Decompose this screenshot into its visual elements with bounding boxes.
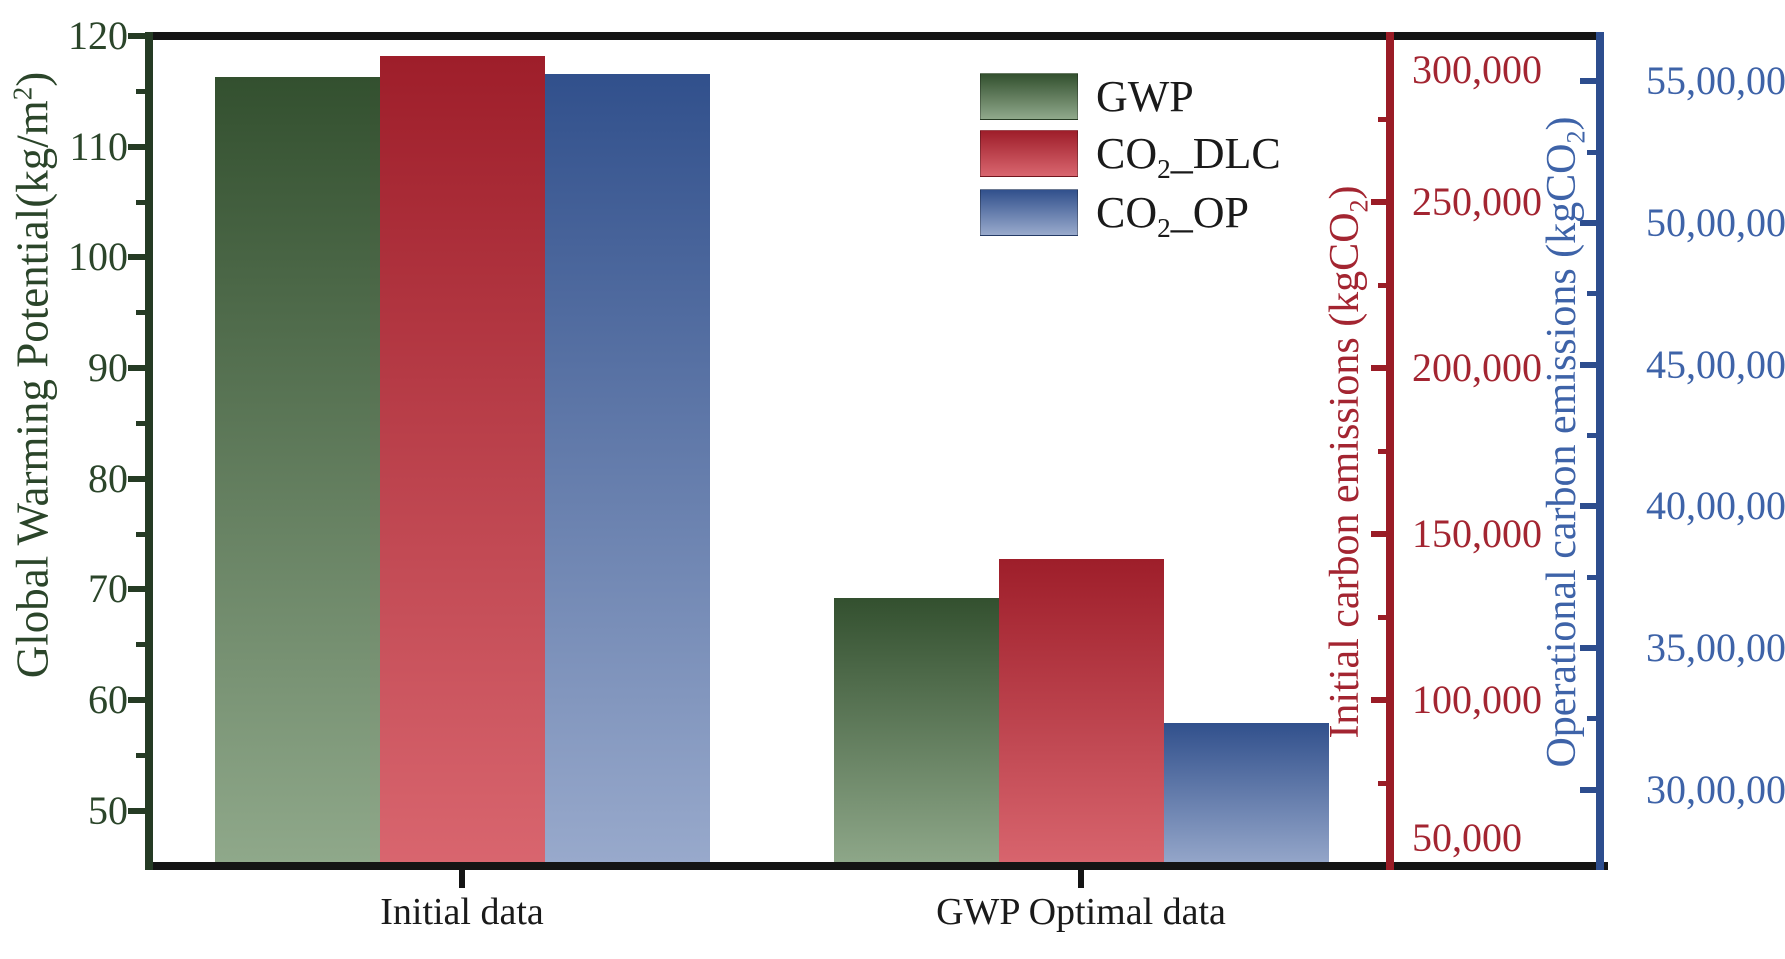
operational-major-tick [1580, 219, 1596, 226]
gwp-major-tick [128, 143, 145, 150]
initial-tick-label: 100,000 [1412, 677, 1542, 722]
gwp-major-tick [128, 475, 145, 482]
operational-tick-label: 40,00,000 [1646, 483, 1785, 529]
legend-label-co2_op: CO2_OP [1096, 187, 1250, 243]
gwp-minor-tick [136, 310, 145, 316]
initial-tick-label: 250,000 [1412, 179, 1542, 224]
initial-major-tick [1371, 199, 1386, 205]
category-label: GWP Optimal data [936, 891, 1226, 933]
gwp-tick-label: 80 [88, 455, 128, 501]
bar-co2_dlc-optimal [998, 558, 1164, 870]
bar-gwp-initial [214, 76, 380, 870]
gwp-tick-label: 70 [88, 566, 128, 612]
gwp-major-tick [128, 586, 145, 593]
operational-tick-label: 30,00,000 [1646, 766, 1785, 812]
operational-major-tick [1580, 361, 1596, 368]
legend-swatch-gwp [980, 73, 1078, 120]
legend-item-gwp: GWP [980, 73, 1194, 120]
initial-minor-tick [1378, 780, 1386, 786]
operational-minor-tick [1587, 291, 1596, 297]
operational-tick-label: 55,00,000 [1646, 58, 1785, 104]
initial-axis-spine [1386, 32, 1394, 870]
gwp-tick-label: 50 [88, 787, 128, 833]
gwp-major-tick [128, 254, 145, 261]
operational-major-tick [1580, 644, 1596, 651]
legend-label-co2_dlc: CO2_DLC [1096, 128, 1281, 184]
gwp-tick-label: 100 [68, 234, 128, 280]
initial-minor-tick [1378, 448, 1386, 454]
bar-co2_dlc-initial [379, 55, 545, 870]
gwp-minor-tick [136, 531, 145, 537]
gwp-tick-label: 60 [88, 677, 128, 722]
gwp-minor-tick [136, 642, 145, 648]
operational-minor-tick [1587, 716, 1596, 722]
legend-item-co2_op: CO2_OP [980, 187, 1250, 243]
operational-major-tick [1580, 786, 1596, 793]
operational-axis-title: Operational carbon emissions (kgCO2) [1539, 116, 1591, 768]
top-spine [145, 32, 1604, 40]
legend-swatch-co2_op [980, 189, 1078, 236]
bar-co2_op-optimal [1163, 722, 1329, 870]
initial-major-tick [1371, 697, 1386, 703]
bar-co2_op-initial [544, 74, 710, 870]
operational-major-tick [1580, 78, 1596, 85]
legend-label-gwp: GWP [1096, 71, 1194, 121]
gwp-major-tick [128, 33, 145, 39]
operational-tick-label: 50,00,000 [1646, 199, 1785, 245]
initial-minor-tick [1378, 282, 1386, 288]
x-axis-tick [1078, 866, 1084, 888]
gwp-major-tick [128, 697, 145, 703]
initial-tick-label: 200,000 [1412, 345, 1542, 390]
bottom-spine [145, 862, 1608, 870]
operational-tick-label: 45,00,000 [1646, 341, 1785, 387]
initial-tick-label: 50,000 [1412, 815, 1522, 860]
operational-tick-label: 35,00,000 [1646, 624, 1785, 670]
category-label: Initial data [380, 891, 544, 933]
bar-gwp-optimal [833, 598, 999, 870]
initial-tick-label: 150,000 [1412, 511, 1542, 556]
gwp-tick-label: 90 [88, 345, 128, 390]
initial-major-tick [1371, 365, 1386, 371]
initial-minor-tick [1378, 116, 1386, 122]
gwp-tick-label: 120 [68, 13, 128, 58]
gwp-axis-title: Global Warming Potential(kg/m2) [7, 71, 58, 679]
gwp-tick-label: 110 [69, 123, 128, 169]
initial-tick-label: 300,000 [1412, 47, 1542, 92]
legend-item-co2_dlc: CO2_DLC [980, 128, 1281, 184]
operational-axis-spine [1596, 32, 1604, 870]
x-axis-tick [459, 866, 465, 888]
gwp-minor-tick [136, 420, 145, 426]
gwp-major-tick [128, 807, 145, 814]
operational-major-tick [1580, 503, 1596, 510]
initial-minor-tick [1378, 614, 1386, 620]
initial-axis-title: Initial carbon emissions (kgCO2) [1322, 185, 1374, 739]
operational-minor-tick [1587, 574, 1596, 580]
legend-swatch-co2_dlc [980, 130, 1078, 177]
gwp-axis-spine [145, 32, 153, 870]
operational-minor-tick [1587, 432, 1596, 438]
initial-major-tick [1371, 531, 1386, 537]
gwp-major-tick [128, 365, 145, 371]
gwp-minor-tick [136, 88, 145, 94]
gwp-minor-tick [136, 199, 145, 205]
operational-minor-tick [1587, 149, 1596, 155]
gwp-minor-tick [136, 752, 145, 758]
